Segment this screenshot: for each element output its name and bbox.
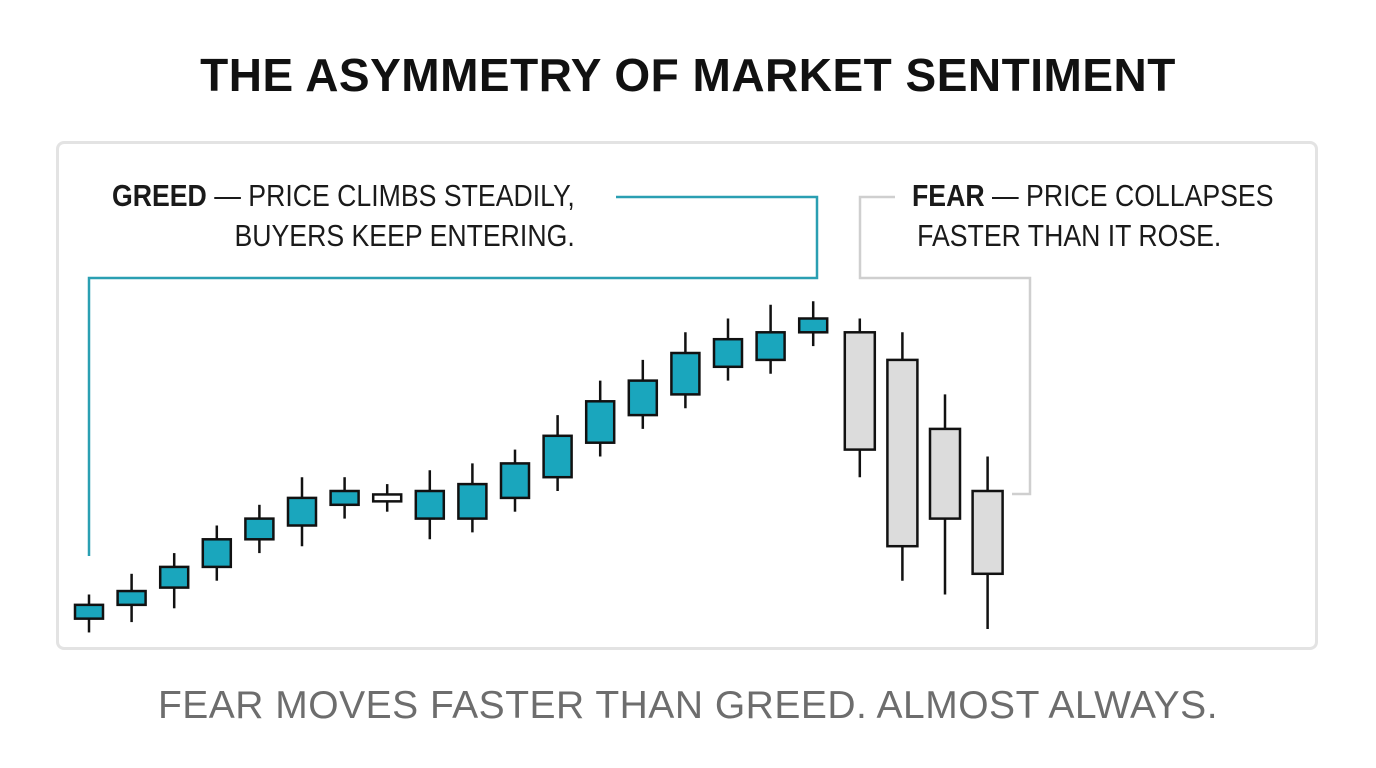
fear-callout-line2: FASTER THAN IT ROSE. — [917, 218, 1222, 253]
fear-callout-bracket — [858, 195, 1032, 496]
fear-callout: FEAR — PRICE COLLAPSES FASTER THAN IT RO… — [912, 176, 1273, 256]
candle-body — [712, 337, 744, 369]
candle-18 — [797, 301, 829, 347]
candle-14 — [627, 359, 659, 429]
candle-body — [755, 331, 786, 362]
greed-callout: GREED — PRICE CLIMBS STEADILY, BUYERS KE… — [112, 176, 575, 256]
candle-body — [286, 496, 318, 527]
candle-body — [499, 462, 531, 500]
candle-3 — [158, 553, 190, 609]
candle-body — [928, 427, 962, 520]
candle-6 — [286, 477, 318, 547]
greed-dash: — — [206, 178, 249, 213]
candle-body — [414, 489, 446, 520]
candle-body — [971, 489, 1004, 576]
candle-8 — [371, 484, 403, 512]
chart-title: THE ASYMMETRY OF MARKET SENTIMENT — [200, 49, 1176, 101]
candle-body — [670, 351, 701, 396]
candle-9 — [414, 470, 446, 540]
fear-dash: — — [984, 178, 1027, 213]
candle-10 — [457, 463, 488, 533]
footer-caption: FEAR MOVES FASTER THAN GREED. ALMOST ALW… — [157, 684, 1219, 727]
candle-4 — [201, 525, 233, 581]
candle-body — [73, 603, 105, 620]
candle-body — [116, 589, 147, 607]
candle-body — [627, 379, 659, 417]
candle-body — [244, 517, 275, 541]
candles-group — [73, 301, 1004, 633]
candle-22 — [971, 456, 1004, 629]
candle-11 — [499, 449, 531, 512]
candle-body — [201, 538, 233, 569]
fear-callout-line1: PRICE COLLAPSES — [1026, 178, 1274, 213]
greed-callout-bracket — [87, 195, 819, 556]
candle-12 — [542, 415, 573, 491]
candle-19 — [843, 318, 877, 478]
candle-body — [797, 317, 829, 334]
candle-1 — [73, 594, 105, 633]
candle-17 — [755, 304, 786, 374]
candle-16 — [712, 318, 744, 381]
candle-7 — [329, 477, 360, 519]
candle-15 — [670, 332, 701, 409]
candle-body — [843, 331, 877, 451]
candle-21 — [928, 394, 962, 595]
candle-body — [584, 400, 616, 444]
candle-body — [542, 434, 573, 479]
candle-2 — [116, 573, 147, 623]
candle-body — [158, 565, 190, 589]
candle-20 — [886, 332, 919, 581]
candle-13 — [584, 380, 616, 457]
fear-label: FEAR — [912, 178, 985, 213]
candle-body — [371, 493, 403, 503]
greed-label: GREED — [112, 178, 207, 213]
candle-body — [329, 489, 360, 507]
greed-callout-line1: PRICE CLIMBS STEADILY, — [248, 178, 575, 213]
candle-body — [886, 358, 919, 548]
candle-5 — [244, 504, 275, 554]
greed-callout-line2: BUYERS KEEP ENTERING. — [234, 218, 575, 253]
candle-body — [457, 482, 488, 520]
